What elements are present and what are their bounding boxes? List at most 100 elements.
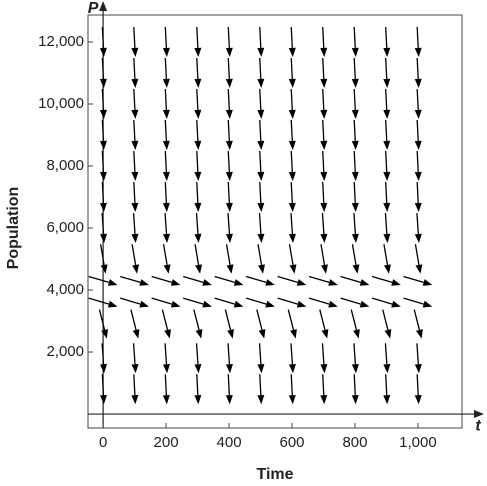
arrow: [88, 275, 118, 286]
arrow-shaft: [290, 26, 293, 49]
arrow-shaft: [290, 88, 293, 111]
arrow-shaft: [416, 181, 419, 204]
arrow-shaft: [193, 309, 200, 331]
arrow-head: [162, 233, 170, 243]
arrow-head: [202, 300, 212, 308]
arrow: [288, 119, 296, 150]
arrow-head: [170, 300, 181, 308]
arrow-head: [414, 233, 422, 243]
arrow: [288, 343, 296, 374]
arrow-head: [320, 47, 328, 57]
arrow-head: [383, 264, 391, 274]
arrow: [383, 119, 391, 150]
arrow-head: [99, 202, 107, 212]
arrow: [414, 26, 422, 57]
arrow: [351, 26, 359, 57]
arrow: [256, 309, 266, 339]
arrow-head: [195, 264, 203, 274]
arrow-shaft: [353, 213, 357, 235]
arrow: [151, 297, 181, 308]
arrow-head: [162, 395, 170, 405]
arrow-head: [290, 329, 297, 339]
arrow: [413, 309, 423, 339]
arrow: [161, 309, 171, 339]
arrow-shaft: [227, 343, 231, 365]
arrow-head: [320, 363, 328, 374]
arrow-head: [170, 279, 181, 286]
arrow-shaft: [245, 297, 267, 305]
arrow-head: [258, 329, 266, 339]
arrow-head: [162, 202, 170, 212]
arrow-head: [100, 233, 108, 243]
arrow-head: [99, 140, 107, 150]
arrow-shaft: [322, 374, 325, 396]
arrow-shaft: [290, 150, 293, 173]
arrow-shaft: [227, 57, 230, 80]
arrow-head: [414, 395, 422, 405]
arrow-head: [422, 300, 433, 308]
arrow-head: [320, 202, 328, 212]
arrow-shaft: [195, 343, 199, 365]
arrow-head: [162, 78, 170, 88]
arrow: [414, 244, 423, 274]
arrow-head: [131, 171, 139, 181]
x-tick-label: 600: [279, 434, 304, 451]
arrow-shaft: [403, 297, 424, 305]
arrow-shaft: [133, 374, 136, 396]
arrow-shaft: [151, 297, 173, 305]
arrow-shaft: [322, 150, 325, 173]
arrow: [414, 119, 422, 150]
arrow-shaft: [416, 150, 419, 173]
arrow-shaft: [151, 275, 173, 284]
arrow-shaft: [371, 297, 393, 305]
arrow-head: [225, 363, 233, 374]
arrow: [383, 150, 391, 181]
arrow-shaft: [225, 244, 231, 266]
arrow: [351, 374, 359, 405]
arrow: [100, 343, 108, 374]
arrow: [194, 88, 202, 119]
arrow-shaft: [227, 119, 230, 142]
arrow: [414, 343, 422, 374]
arrow-head: [414, 78, 422, 88]
arrow-shaft: [290, 374, 293, 396]
arrow: [257, 119, 265, 150]
arrow-shaft: [195, 213, 199, 235]
arrow-shaft: [196, 57, 199, 80]
arrow-shaft: [133, 57, 136, 80]
arrow-head: [99, 78, 107, 88]
arrow-shaft: [322, 26, 325, 49]
arrow-shaft: [196, 181, 199, 204]
arrow-head: [414, 363, 422, 374]
arrow: [257, 181, 265, 212]
arrow-head: [383, 363, 391, 374]
arrow-shaft: [353, 26, 356, 49]
arrow: [371, 275, 401, 286]
arrow-head: [257, 171, 265, 181]
x-axis-name: t: [475, 417, 481, 434]
arrow: [225, 181, 233, 212]
arrow-head: [162, 363, 170, 374]
arrow-shaft: [227, 181, 230, 204]
arrow-head: [414, 202, 422, 212]
arrow: [194, 213, 202, 243]
arrow-shaft: [257, 244, 263, 266]
arrow: [308, 297, 338, 308]
arrow-shaft: [164, 150, 168, 173]
arrow-shaft: [196, 374, 199, 396]
arrow-shaft: [132, 343, 136, 365]
arrow-head: [384, 329, 392, 339]
arrow-head: [101, 329, 108, 339]
arrow: [288, 57, 296, 88]
arrow-head: [265, 279, 275, 286]
arrow-shaft: [133, 181, 136, 204]
arrow-head: [100, 363, 108, 374]
arrow: [194, 119, 202, 150]
arrow-head: [359, 279, 370, 286]
arrow-shaft: [101, 181, 105, 204]
arrow-shaft: [287, 309, 295, 331]
arrow: [383, 181, 391, 212]
arrow: [162, 181, 170, 212]
arrow-shaft: [164, 213, 168, 235]
